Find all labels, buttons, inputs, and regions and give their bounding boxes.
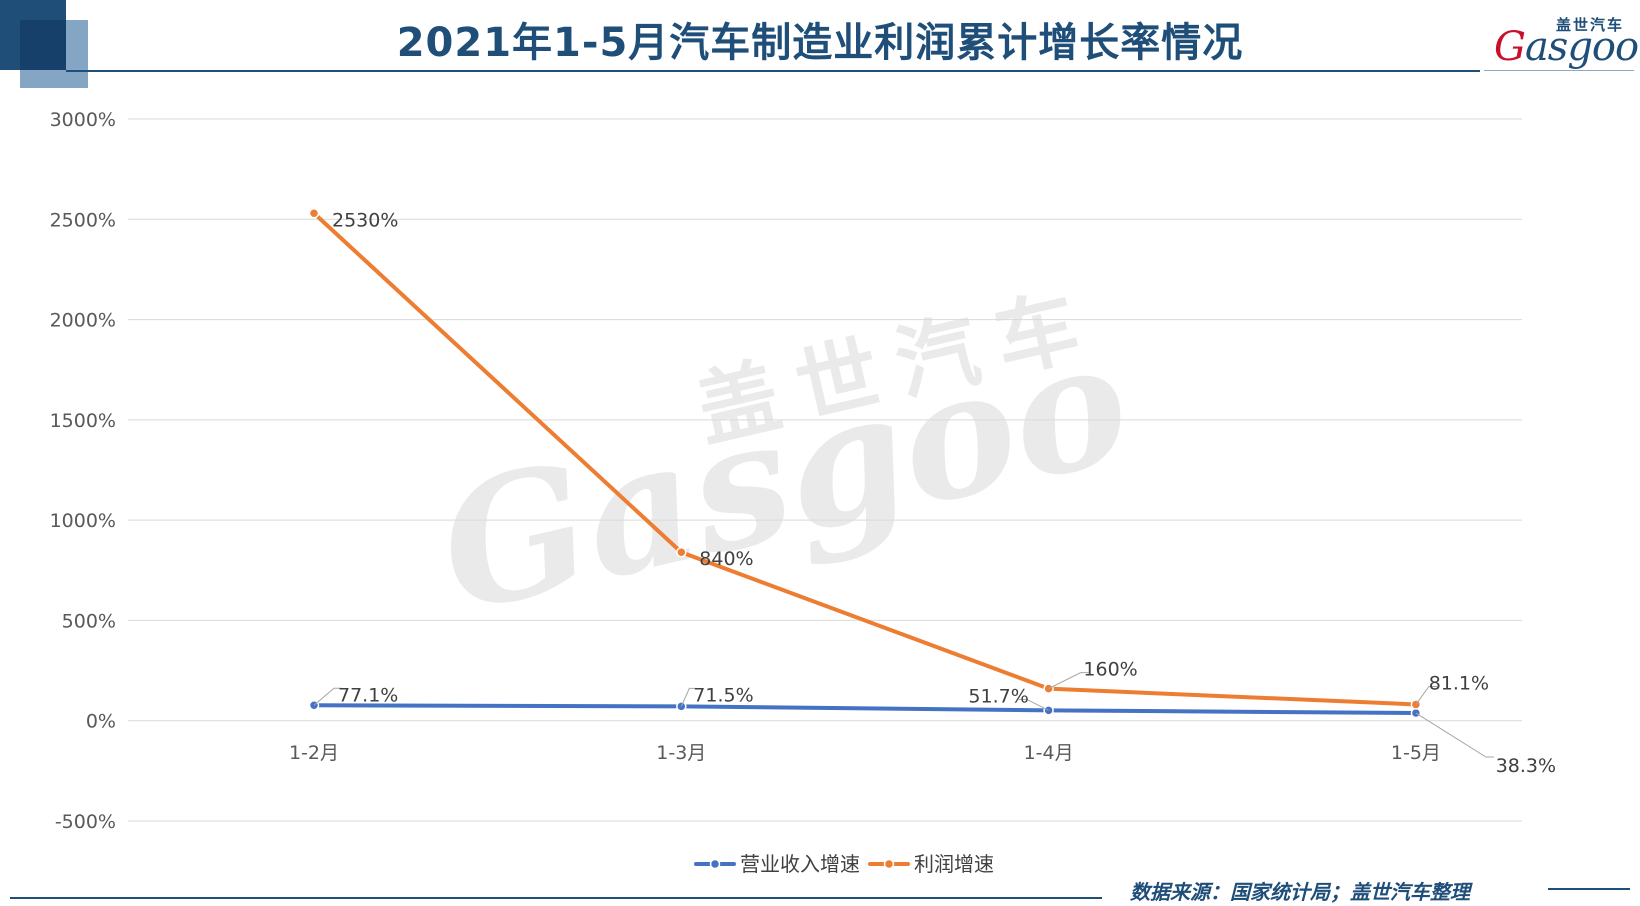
page-title: 2021年1-5月汽车制造业利润累计增长率情况 xyxy=(396,20,1244,66)
label-leader xyxy=(1018,698,1049,711)
data-labels: 77.1% 71.5% 51.7% 38.3% 2530% 840% 160% 81.1% xyxy=(332,209,1556,777)
footer-divider-right xyxy=(1548,888,1630,890)
data-label: 840% xyxy=(699,548,753,570)
series-line xyxy=(312,211,1418,707)
label-leader xyxy=(1415,712,1494,758)
data-point xyxy=(676,546,687,558)
grid-lines xyxy=(128,118,1522,822)
watermark: 盖世汽车 Gasgoo xyxy=(422,275,1146,652)
data-label: 38.3% xyxy=(1496,755,1556,777)
x-tick-label: 1-3月 xyxy=(656,742,706,764)
title-divider xyxy=(66,70,1480,72)
gasgoo-logo: 盖世汽车 Gasgoo xyxy=(1484,12,1639,76)
label-leader xyxy=(313,687,342,706)
y-tick-label: 2000% xyxy=(50,310,116,332)
label-leader xyxy=(1048,672,1089,690)
data-label: 160% xyxy=(1083,659,1137,681)
data-label: 81.1% xyxy=(1429,672,1489,694)
x-tick-label: 1-4月 xyxy=(1024,742,1074,764)
data-label: 2530% xyxy=(332,209,398,231)
logo-en-text: Gasgoo xyxy=(1494,24,1639,70)
logo-initial: G xyxy=(1494,24,1526,70)
logo-en-rest: asgoo xyxy=(1524,24,1639,70)
label-leader xyxy=(680,687,698,707)
series-lines xyxy=(308,208,1422,719)
y-tick-label: -500% xyxy=(55,811,116,833)
legend-swatch-marker xyxy=(709,858,721,870)
y-tick-label: 0% xyxy=(86,711,116,733)
label-leader-lines xyxy=(313,672,1494,758)
legend-entry: 营业收入增速 xyxy=(740,852,860,876)
y-axis: -500% 0% 500% 1000% 1500% 2000% 2500% 3000% xyxy=(50,109,116,833)
legend: 营业收入增速 利润增速 xyxy=(694,852,994,876)
y-tick-label: 2500% xyxy=(50,209,116,231)
series-line xyxy=(312,703,1418,716)
logo-underline xyxy=(1484,70,1634,71)
label-leader xyxy=(1415,685,1437,705)
corner-decoration-overlap xyxy=(20,20,66,70)
y-tick-label: 500% xyxy=(62,610,116,632)
data-point xyxy=(308,208,320,219)
y-tick-label: 1000% xyxy=(50,510,116,532)
x-tick-label: 1-5月 xyxy=(1391,742,1441,764)
data-label: 51.7% xyxy=(968,685,1028,707)
x-tick-label: 1-2月 xyxy=(289,742,339,764)
legend-swatch-marker xyxy=(883,858,895,870)
data-label: 77.1% xyxy=(338,684,398,706)
y-tick-label: 1500% xyxy=(50,410,116,432)
footer-divider-left xyxy=(10,897,1102,899)
legend-entry: 利润增速 xyxy=(914,852,994,876)
logo-cn-text: 盖世汽车 xyxy=(1555,16,1624,34)
y-tick-label: 3000% xyxy=(50,109,116,131)
data-label: 71.5% xyxy=(693,684,753,706)
data-source-note: 数据来源：国家统计局；盖世汽车整理 xyxy=(1130,880,1470,904)
x-axis: 1-2月 1-3月 1-4月 1-5月 xyxy=(289,742,1441,764)
